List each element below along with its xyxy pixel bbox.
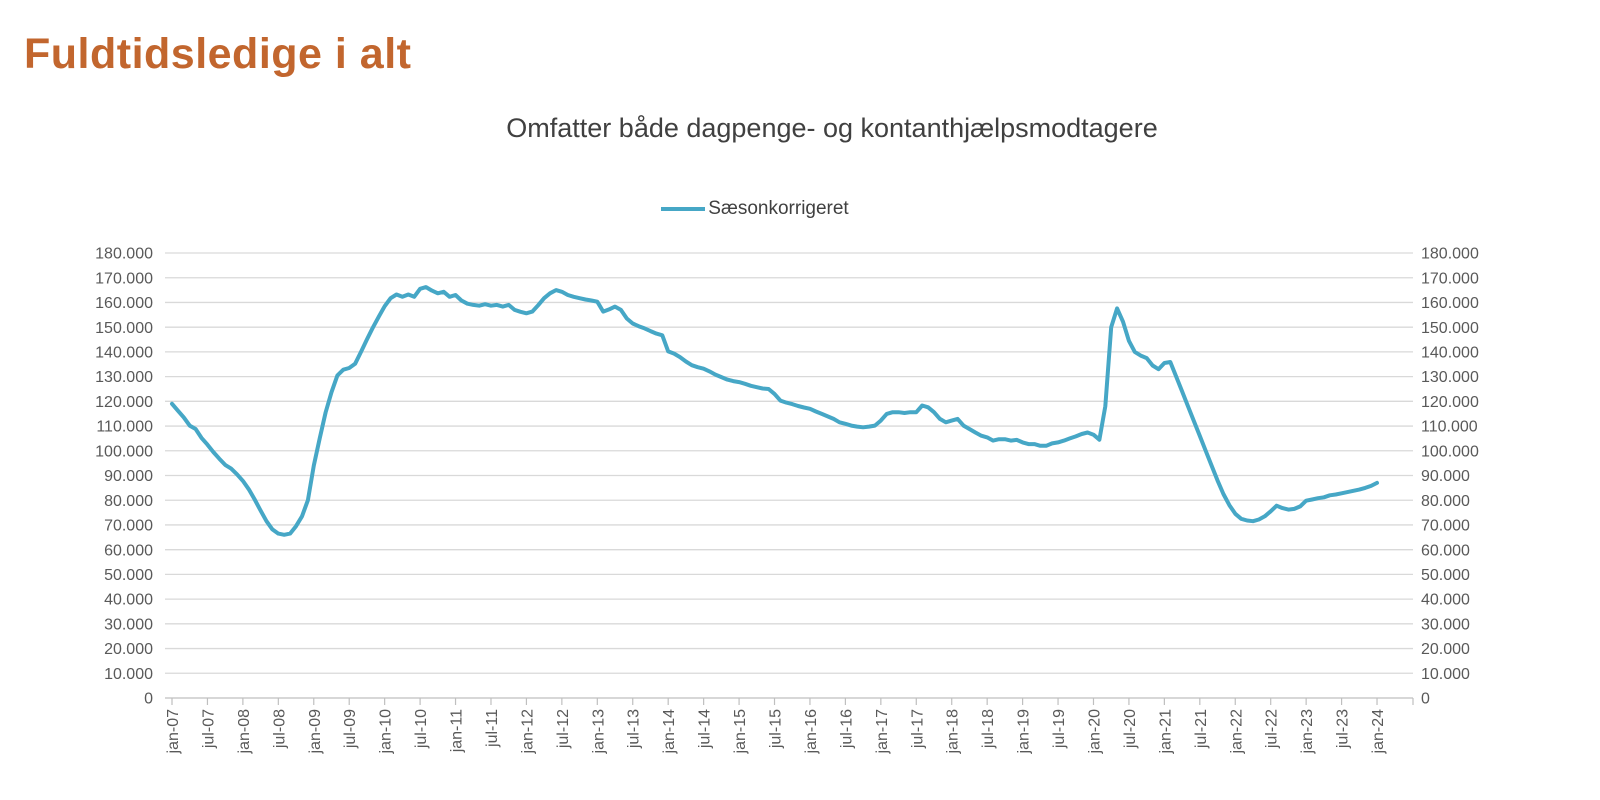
x-axis-label: jan-13 <box>590 709 607 755</box>
y-axis-label-left: 170.000 <box>95 270 153 287</box>
y-axis-label-left: 130.000 <box>95 369 153 386</box>
y-axis-label-right: 100.000 <box>1421 443 1479 460</box>
x-axis-label: jan-07 <box>165 709 182 755</box>
x-axis-label: jul-17 <box>909 709 926 749</box>
x-axis-label: jul-09 <box>342 709 359 749</box>
y-axis-label-left: 0 <box>144 691 153 708</box>
x-axis-label: jul-14 <box>697 709 714 749</box>
y-axis-label-left: 10.000 <box>104 666 153 683</box>
y-axis-label-right: 140.000 <box>1421 344 1479 361</box>
legend-label: Sæsonkorrigeret <box>708 198 849 219</box>
y-axis-label-left: 140.000 <box>95 344 153 361</box>
series-line <box>170 285 1379 537</box>
y-axis-label-left: 180.000 <box>95 246 153 263</box>
y-axis-label-right: 180.000 <box>1421 246 1479 263</box>
y-axis-label-right: 150.000 <box>1421 320 1479 337</box>
y-axis-label-right: 10.000 <box>1421 666 1470 683</box>
x-axis-label: jul-15 <box>768 709 785 749</box>
y-axis-label-right: 120.000 <box>1421 394 1479 411</box>
y-axis-label-left: 70.000 <box>104 518 153 535</box>
x-axis-label: jan-14 <box>661 709 678 755</box>
y-axis-label-left: 160.000 <box>95 295 153 312</box>
x-axis-label: jul-22 <box>1264 709 1281 749</box>
page-title: Fuldtidsledige i alt <box>24 30 412 78</box>
x-axis-label: jul-10 <box>413 709 430 749</box>
x-axis-label: jan-21 <box>1157 709 1174 755</box>
y-axis-label-left: 30.000 <box>104 616 153 633</box>
y-axis-label-left: 150.000 <box>95 320 153 337</box>
y-axis-label-left: 120.000 <box>95 394 153 411</box>
y-axis-label-right: 30.000 <box>1421 616 1470 633</box>
x-axis-label: jan-24 <box>1370 709 1387 755</box>
x-axis-label: jul-18 <box>980 709 997 749</box>
y-axis-label-left: 50.000 <box>104 567 153 584</box>
y-axis-label-left: 40.000 <box>104 592 153 609</box>
y-axis-label-right: 110.000 <box>1421 419 1478 436</box>
y-axis-label-left: 100.000 <box>95 443 153 460</box>
y-axis-label-right: 130.000 <box>1421 369 1479 386</box>
x-axis-label: jan-18 <box>945 709 962 755</box>
x-axis-label: jul-12 <box>555 709 572 749</box>
legend-line-icon <box>661 207 706 211</box>
y-axis-label-left: 110.000 <box>96 419 153 436</box>
y-axis-label-left: 20.000 <box>104 641 153 658</box>
y-axis-label-right: 50.000 <box>1421 567 1470 584</box>
y-axis-label-right: 80.000 <box>1421 493 1470 510</box>
y-axis-label-right: 20.000 <box>1421 641 1470 658</box>
x-axis-label: jan-19 <box>1016 709 1033 755</box>
y-axis-label-right: 0 <box>1421 691 1430 708</box>
x-axis-label: jul-07 <box>200 709 217 749</box>
x-axis-label: jan-10 <box>378 709 395 755</box>
x-axis-label: jul-23 <box>1335 709 1352 749</box>
x-axis-label: jul-13 <box>626 709 643 749</box>
x-axis-label: jan-15 <box>732 709 749 755</box>
x-axis-label: jul-08 <box>271 709 288 749</box>
x-axis-label: jul-19 <box>1051 709 1068 749</box>
x-axis-label: jul-11 <box>484 709 501 748</box>
x-axis-label: jan-11 <box>449 709 466 753</box>
y-axis-label-right: 90.000 <box>1421 468 1470 485</box>
y-axis-label-right: 160.000 <box>1421 295 1479 312</box>
x-axis-label: jan-23 <box>1299 709 1316 755</box>
x-axis-label: jan-22 <box>1228 709 1245 755</box>
y-axis-label-left: 90.000 <box>104 468 153 485</box>
x-axis-label: jan-17 <box>874 709 891 755</box>
legend: Sæsonkorrigeret <box>405 198 1105 220</box>
x-axis-label: jan-20 <box>1086 709 1103 755</box>
x-axis-label: jul-16 <box>838 709 855 749</box>
x-axis-label: jan-16 <box>803 709 820 755</box>
y-axis-label-left: 80.000 <box>104 493 153 510</box>
y-axis-label-right: 170.000 <box>1421 270 1479 287</box>
y-axis-label-right: 60.000 <box>1421 542 1470 559</box>
x-axis-label: jul-20 <box>1122 709 1139 749</box>
x-axis-label: jul-21 <box>1193 709 1210 749</box>
x-axis-label: jan-12 <box>519 709 536 755</box>
x-axis-label: jan-09 <box>307 709 324 755</box>
y-axis-label-right: 40.000 <box>1421 592 1470 609</box>
y-axis-label-left: 60.000 <box>104 542 153 559</box>
chart-title: Omfatter både dagpenge- og kontanthjælps… <box>506 113 1158 143</box>
x-axis-label: jan-08 <box>236 709 253 755</box>
y-axis-label-right: 70.000 <box>1421 518 1470 535</box>
